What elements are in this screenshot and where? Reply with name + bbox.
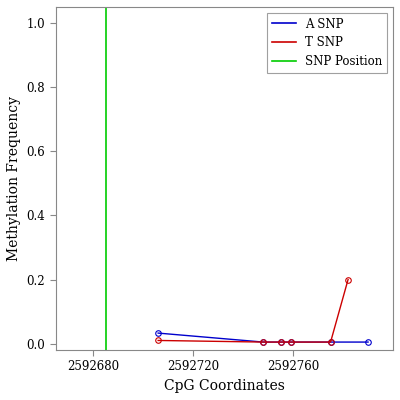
Legend: A SNP, T SNP, SNP Position: A SNP, T SNP, SNP Position — [268, 13, 387, 73]
Y-axis label: Methylation Frequency: Methylation Frequency — [7, 96, 21, 261]
X-axis label: CpG Coordinates: CpG Coordinates — [164, 379, 285, 393]
